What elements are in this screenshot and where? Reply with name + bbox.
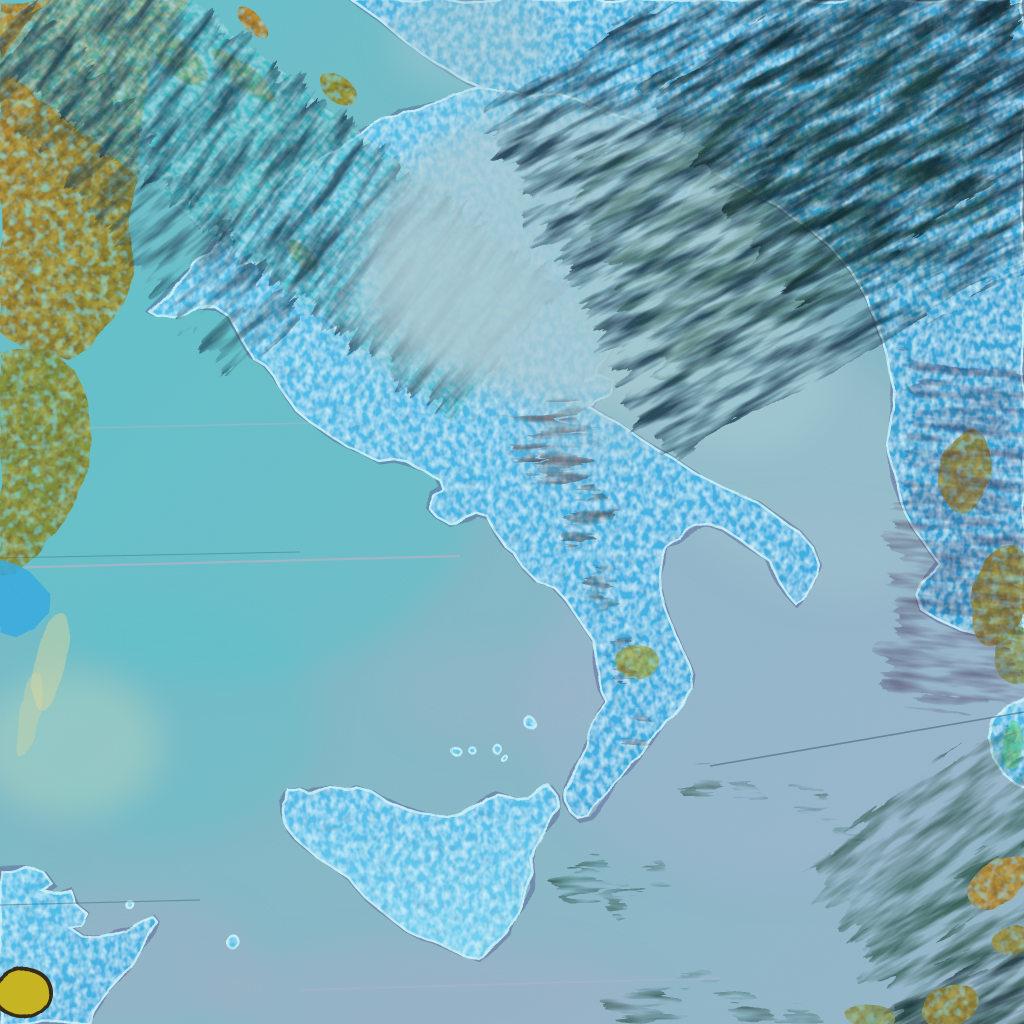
satellite-image-viewport bbox=[0, 0, 1024, 1024]
satellite-image bbox=[0, 0, 1024, 1024]
film-grain-overlay bbox=[0, 0, 1024, 1024]
